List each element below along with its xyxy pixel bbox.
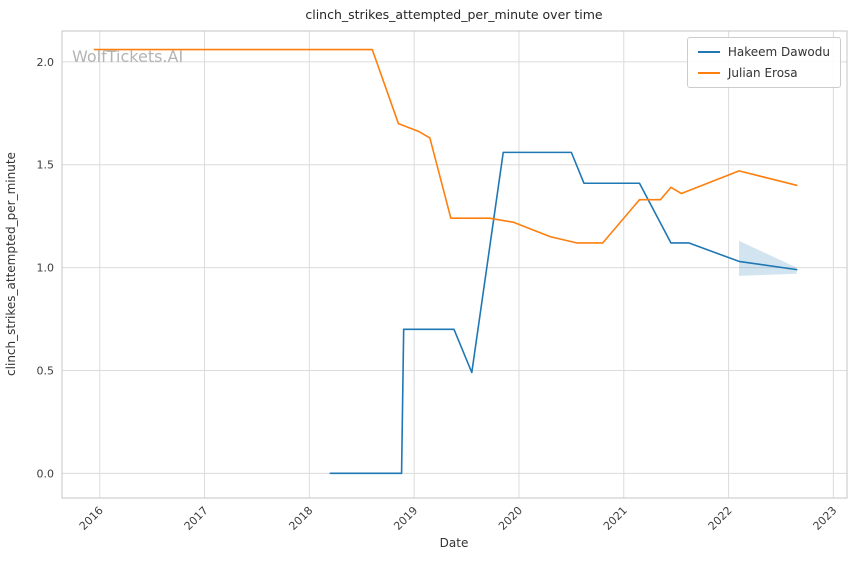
- grid-layer: [62, 31, 847, 498]
- series-line-1: [93, 48, 798, 244]
- legend-label: Julian Erosa: [727, 66, 798, 80]
- legend-item-julian-erosa: Julian Erosa: [697, 66, 830, 80]
- x-tick-label: 2016: [77, 504, 106, 533]
- chart-title: clinch_strikes_attempted_per_minute over…: [305, 7, 603, 22]
- legend-line-swatch-orange: [697, 72, 720, 74]
- y-tick-label: 1.0: [37, 262, 55, 275]
- x-tick-label: 2022: [706, 504, 735, 533]
- x-tick-label: 2023: [811, 504, 840, 533]
- x-tick-label: 2019: [391, 504, 420, 533]
- plot-border: [61, 30, 848, 499]
- x-tick-label: 2020: [496, 504, 525, 533]
- y-tick-label: 1.5: [37, 159, 55, 172]
- confidence-band: [739, 240, 797, 276]
- legend-label: Hakeem Dawodu: [727, 45, 830, 59]
- series-line-0: [329, 151, 798, 475]
- legend-line-swatch-blue: [697, 51, 720, 53]
- legend: Hakeem Dawodu Julian Erosa: [686, 37, 841, 88]
- x-tick-label: 2017: [182, 504, 211, 533]
- axes-layer: 2016 2017 2018 2019 2020 2021 2022 2023 0.0 0.5 1.…: [37, 30, 848, 533]
- y-axis-label: clinch_strikes_attempted_per_minute: [4, 152, 18, 376]
- legend-item-hakeem-dawodu: Hakeem Dawodu: [697, 45, 830, 59]
- x-tick-label: 2021: [601, 504, 630, 533]
- y-tick-label: 0.0: [37, 467, 55, 480]
- data-layer: [93, 48, 798, 475]
- x-axis-label: Date: [440, 536, 469, 550]
- watermark-text: WolfTickets.AI: [72, 47, 183, 66]
- y-tick-label: 0.5: [37, 364, 55, 377]
- y-tick-label: 2.0: [37, 56, 55, 69]
- x-tick-label: 2018: [286, 504, 315, 533]
